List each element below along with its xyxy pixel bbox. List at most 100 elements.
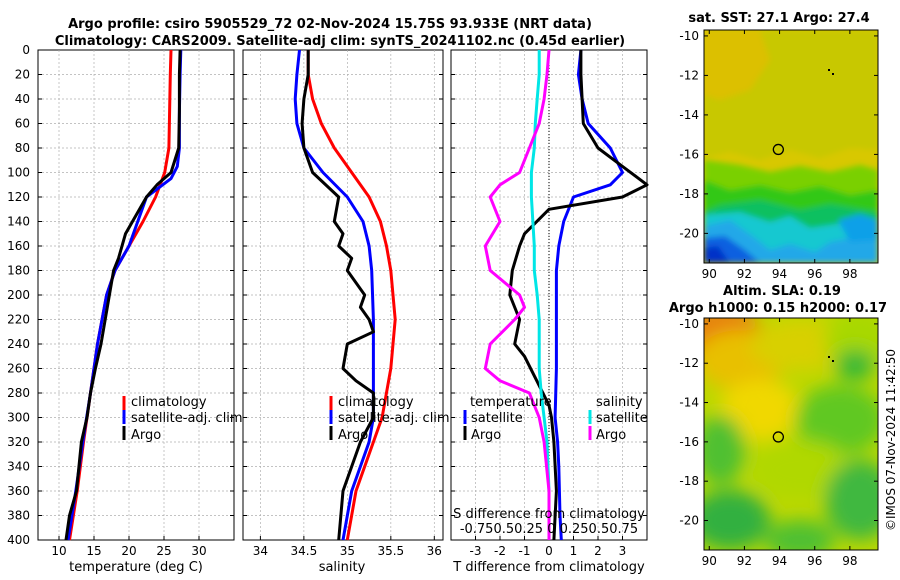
depth-tick-label: 140: [7, 215, 30, 229]
difference-series: [483, 49, 649, 541]
legend-label-satellite: satellite-adj. clim: [131, 411, 243, 426]
lon-tick-label: 94: [772, 554, 787, 568]
series-s-satellite: [529, 50, 551, 540]
x-tick-label: 10: [51, 544, 66, 558]
lon-tick-label: 92: [737, 267, 752, 281]
series-argo: [64, 49, 182, 541]
x-tick-label: 34.5: [291, 544, 318, 558]
sla-map-subtitle: Argo h1000: 0.15 h2000: 0.17: [669, 301, 887, 316]
lat-tick-label: -20: [679, 514, 699, 528]
lon-tick-label: 90: [702, 267, 717, 281]
legend-label-s-satellite: satellite: [596, 411, 648, 426]
lat-tick-label: -14: [679, 108, 699, 122]
figure-title-line1: Argo profile: csiro 5905529_72 02-Nov-20…: [68, 17, 592, 32]
salinity-difference-ticks: -0.750.50.25 0 0.250.50.75: [460, 522, 638, 537]
temperature-grid: [38, 49, 234, 541]
series-satellite-adj-clim: [293, 49, 375, 541]
depth-tick-labels: 0 20 40 60 80 100 120 140 160 180 200 220 240 260 280 3…: [7, 43, 30, 547]
depth-tick-label: 220: [7, 313, 30, 327]
argo-position-marker: [772, 431, 784, 443]
sla-map: Altim. SLA: 0.19 Argo h1000: 0.15 h2000:…: [669, 284, 887, 568]
series-t-satellite: [553, 49, 624, 541]
depth-tick-label: 0: [22, 43, 30, 57]
depth-tick-label: 360: [7, 484, 30, 498]
depth-tick-label: 320: [7, 435, 30, 449]
depth-tick-label: 120: [7, 190, 30, 204]
difference-panel: -3 -2 -1 0 1 2 3 T difference from climatology…: [450, 49, 649, 575]
difference-tick-labels: -3 -2 -1 0 1 2 3: [470, 544, 627, 558]
depth-tick-label: 20: [15, 68, 30, 82]
depth-tick-label: 380: [7, 509, 30, 523]
lat-tick-label: -12: [679, 68, 699, 82]
x-tick-label: 0: [545, 544, 553, 558]
depth-tick-label: 300: [7, 411, 30, 425]
salinity-difference-xlabel: S difference from climatology: [453, 507, 645, 522]
depth-tick-label: 160: [7, 239, 30, 253]
x-tick-label: 3: [619, 544, 627, 558]
figure-title-line2: Climatology: CARS2009. Satellite-adj cli…: [55, 34, 625, 49]
sst-field: [704, 30, 878, 263]
x-tick-label: -1: [519, 544, 531, 558]
temperature-series: [64, 49, 183, 541]
sst-map-ticks: 90 92 94 96 98 -10 -12 -14 -16 -18 -20: [679, 29, 878, 281]
lon-tick-label: 98: [842, 554, 857, 568]
legend-salinity-heading: salinity: [596, 395, 643, 410]
lat-tick-label: -12: [679, 356, 699, 370]
lon-tick-label: 96: [807, 267, 822, 281]
legend-label-argo: Argo: [338, 428, 368, 443]
salinity-panel: 34 34.5 35 35.5 36 salinity climatology sate…: [242, 49, 450, 575]
salinity-legend: climatology satellite-adj. clim Argo: [329, 395, 450, 443]
x-tick-label: 35.5: [377, 544, 404, 558]
lon-tick-label: 94: [772, 267, 787, 281]
x-tick-label: 20: [121, 544, 136, 558]
depth-tick-label: 180: [7, 264, 30, 278]
lat-tick-label: -14: [679, 396, 699, 410]
lat-tick-label: -16: [679, 147, 699, 161]
x-tick-label: 2: [594, 544, 602, 558]
x-tick-label: 15: [86, 544, 101, 558]
sla-field: [704, 318, 878, 550]
legend-label-climatology: climatology: [338, 395, 414, 410]
depth-tick-label: 40: [15, 92, 30, 106]
salinity-series: [293, 49, 397, 541]
salinity-xlabel: salinity: [319, 560, 366, 575]
argo-position-marker: [772, 143, 784, 156]
lon-tick-label: 90: [702, 554, 717, 568]
sla-map-ticks: 90 92 94 96 98 -10 -12 -14 -16 -18 -20: [679, 317, 878, 568]
x-tick-label: -2: [494, 544, 506, 558]
x-tick-label: 30: [191, 544, 206, 558]
copyright-timestamp: ©IMOS 07-Nov-2024 11:42:50: [884, 349, 898, 531]
depth-tick-label: 100: [7, 166, 30, 180]
depth-tick-label: 340: [7, 460, 30, 474]
sst-map-title: sat. SST: 27.1 Argo: 27.4: [688, 11, 869, 26]
x-tick-label: 1: [570, 544, 578, 558]
sla-map-title: Altim. SLA: 0.19: [723, 284, 841, 299]
temperature-panel: 0 20 40 60 80 100 120 140 160 180 200 220 240 260 280 3…: [7, 43, 243, 575]
lat-tick-label: -16: [679, 435, 699, 449]
difference-xlabel: T difference from climatology: [452, 560, 645, 575]
temperature-xlabel: temperature (deg C): [69, 560, 203, 575]
sst-map-frame: [703, 29, 879, 264]
x-tick-label: 36: [427, 544, 442, 558]
depth-tick-label: 260: [7, 362, 30, 376]
x-tick-label: 34: [253, 544, 268, 558]
series-s-argo: [483, 49, 551, 540]
series-climatology: [306, 50, 397, 541]
depth-tick-label: 240: [7, 337, 30, 351]
legend-label-satellite: satellite-adj. clim: [338, 411, 450, 426]
lat-tick-label: -20: [679, 226, 699, 240]
x-tick-label: 35: [340, 544, 355, 558]
x-tick-label: -3: [470, 544, 482, 558]
temperature-tick-labels: 10 15 20 25 30: [51, 544, 206, 558]
legend-label-t-satellite: satellite: [471, 411, 523, 426]
depth-tick-label: 80: [15, 141, 30, 155]
legend-label-climatology: climatology: [131, 395, 207, 410]
depth-tick-label: 60: [15, 117, 30, 131]
difference-legend: temperature salinity satellite Argo sate…: [463, 395, 648, 443]
sst-map: sat. SST: 27.1 Argo: 27.4 90 92 94 96 98 -10 -…: [679, 11, 879, 281]
depth-tick-label: 200: [7, 288, 30, 302]
sla-map-frame: [703, 317, 879, 551]
lat-tick-label: -10: [679, 29, 699, 43]
temperature-legend: climatology satellite-adj. clim Argo: [122, 395, 243, 443]
